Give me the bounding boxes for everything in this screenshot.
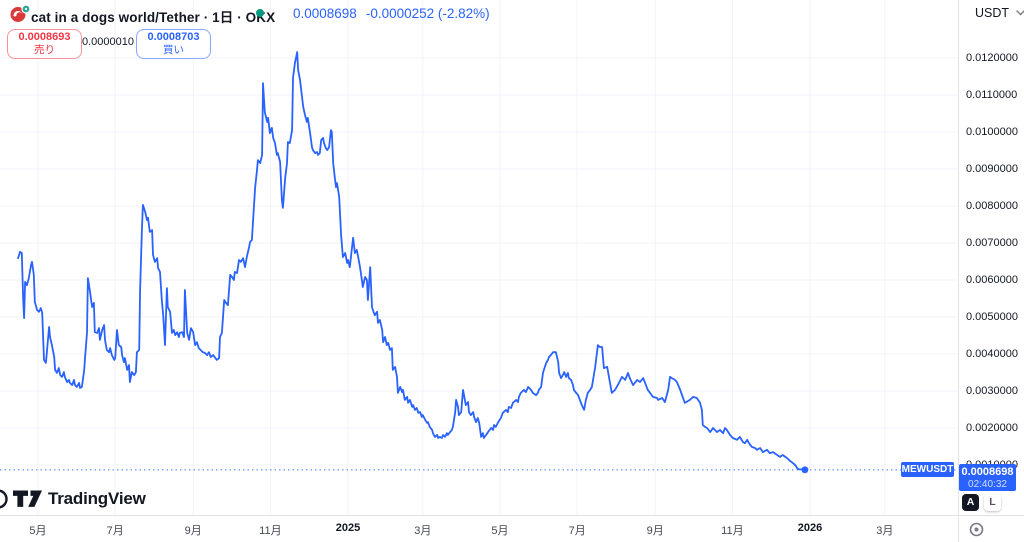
symbol-badge: MEWUSDT bbox=[901, 462, 954, 478]
price-axis-label: 0.0070000 bbox=[966, 236, 1018, 249]
buy-price: 0.0008703 bbox=[147, 31, 200, 43]
last-price-value: 0.0008698 bbox=[293, 6, 357, 21]
time-axis-label: 2025 bbox=[335, 522, 361, 534]
tradingview-brand-text: TradingView bbox=[48, 489, 146, 508]
symbol-title[interactable]: cat in a dogs world/Tether · 1日 · OKX bbox=[31, 10, 276, 25]
price-axis-label: 0.0050000 bbox=[966, 310, 1018, 323]
time-axis-label: 9月 bbox=[184, 525, 202, 537]
price-change-value: -0.0000252 (-2.82%) bbox=[365, 6, 490, 21]
last-price-badge-value: 0.0008698 bbox=[961, 465, 1014, 478]
auto-scale-button[interactable]: A bbox=[962, 494, 979, 511]
sell-label: 売り bbox=[34, 44, 55, 56]
price-axis[interactable]: 0.0120000 0.0110000 0.0100000 0.0090000 0.00… bbox=[958, 0, 1024, 515]
time-axis-label: 11月 bbox=[721, 525, 744, 537]
price-axis-label: 0.0080000 bbox=[966, 199, 1018, 212]
time-axis-label: 7月 bbox=[568, 525, 586, 537]
buy-button[interactable]: 0.0008703 買い bbox=[136, 29, 211, 59]
price-axis-border bbox=[958, 0, 959, 542]
time-axis-label: 2026 bbox=[797, 522, 823, 534]
last-price-badge: 0.0008698 02:40:32 bbox=[959, 463, 1016, 491]
time-axis-label: 3月 bbox=[876, 525, 894, 537]
settings-gear-icon[interactable] bbox=[967, 520, 986, 539]
time-axis-label: 11月 bbox=[259, 525, 282, 537]
price-axis-label: 0.0100000 bbox=[966, 125, 1018, 138]
time-axis[interactable]: 5月 7月 9月 11月 2025 3月 5月 7月 9月 11月 2026 3月 bbox=[0, 516, 958, 542]
price-axis-label: 0.0090000 bbox=[966, 162, 1018, 175]
log-scale-button[interactable]: L bbox=[984, 494, 1001, 511]
sell-button[interactable]: 0.0008693 売り bbox=[7, 29, 82, 59]
chevron-down-icon bbox=[1016, 10, 1024, 16]
header-price-row: 0.0008698 -0.0000252 (-2.82%) bbox=[293, 6, 490, 21]
time-axis-border bbox=[0, 515, 1024, 516]
price-axis-label: 0.0020000 bbox=[966, 421, 1018, 434]
attribution-bar[interactable]: TradingView bbox=[0, 487, 146, 511]
spread-value: 0.0000010 bbox=[82, 36, 134, 48]
price-axis-label: 0.0120000 bbox=[966, 51, 1018, 64]
price-axis-label: 0.0060000 bbox=[966, 273, 1018, 286]
tradingview-logo-icon bbox=[0, 489, 42, 509]
time-axis-label: 9月 bbox=[646, 525, 664, 537]
time-axis-label: 5月 bbox=[29, 525, 47, 537]
market-status-dot bbox=[256, 9, 264, 17]
time-axis-label: 3月 bbox=[414, 525, 432, 537]
sell-price: 0.0008693 bbox=[18, 31, 71, 43]
time-axis-label: 7月 bbox=[106, 525, 124, 537]
price-axis-label: 0.0030000 bbox=[966, 384, 1018, 397]
buy-label: 買い bbox=[163, 44, 184, 56]
price-axis-label: 0.0110000 bbox=[966, 88, 1018, 101]
currency-dropdown-value: USDT bbox=[975, 6, 1010, 20]
currency-dropdown[interactable]: USDT bbox=[975, 6, 1024, 20]
symbol-logo-icon bbox=[10, 4, 31, 22]
time-axis-label: 5月 bbox=[491, 525, 509, 537]
price-axis-label: 0.0040000 bbox=[966, 347, 1018, 360]
bar-countdown: 02:40:32 bbox=[968, 478, 1007, 490]
